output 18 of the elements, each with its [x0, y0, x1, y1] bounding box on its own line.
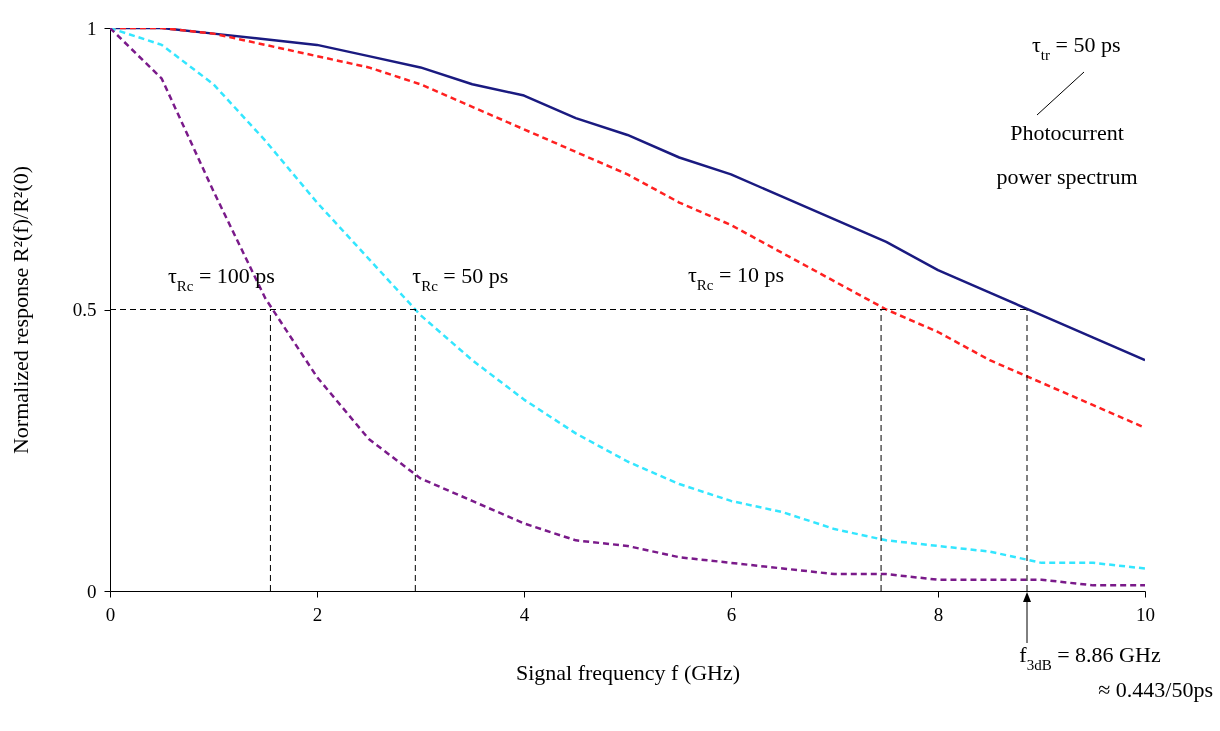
x-axis-title: Signal frequency f (GHz): [515, 659, 741, 685]
x-tick-label: 4: [519, 603, 530, 625]
y-tick-label: 0.5: [72, 299, 97, 320]
annotation: τ$_{tr}$ = 50 ps: [1032, 32, 1121, 63]
x-tick-label: 2: [312, 603, 323, 625]
annotation: τ$_{Rc}$ = 50 ps: [412, 262, 509, 294]
y-tick-label: 0: [87, 580, 97, 602]
y-axis-title: Normalized response R²(f)/R²(0): [7, 165, 33, 455]
annotation: Photocurrent power spectrum: [996, 120, 1138, 189]
x-tick-label: 6: [726, 603, 737, 625]
annotation: τ$_{Rc}$ = 10 ps: [688, 262, 784, 293]
annotation: τ$_{Rc}$ = 100 ps: [167, 262, 275, 294]
y-tick-label: 1: [87, 17, 97, 39]
x-tick-label: 10: [1136, 603, 1155, 625]
x-tick-label: 8: [933, 603, 944, 625]
x-tick-label: 0: [105, 603, 116, 625]
text: ≈ 0.443/50ps: [1098, 677, 1213, 702]
annotation: f$_{3dB}$ = 8.86 GHz: [1019, 642, 1161, 673]
